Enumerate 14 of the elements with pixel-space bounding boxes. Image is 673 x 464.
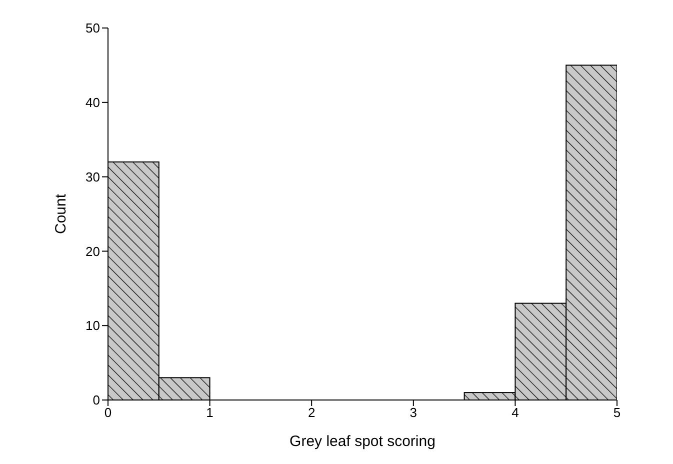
- x-tick-label: 1: [206, 405, 214, 420]
- y-tick-label: 40: [86, 95, 100, 110]
- x-tick-label: 4: [512, 405, 519, 420]
- y-tick-label: 10: [86, 318, 100, 334]
- y-axis-title: Count: [52, 193, 70, 234]
- x-axis-title: Grey leaf spot scoring: [290, 433, 436, 450]
- x-tick-label: 0: [104, 405, 112, 420]
- x-tick-label: 5: [613, 405, 621, 420]
- y-tick-label: 20: [86, 244, 100, 259]
- y-tick-label: 30: [86, 169, 100, 184]
- x-tick-label: 2: [308, 405, 316, 420]
- y-tick-label: 0: [92, 392, 100, 408]
- y-tick-label: 50: [86, 20, 100, 36]
- x-tick-label: 3: [410, 405, 418, 420]
